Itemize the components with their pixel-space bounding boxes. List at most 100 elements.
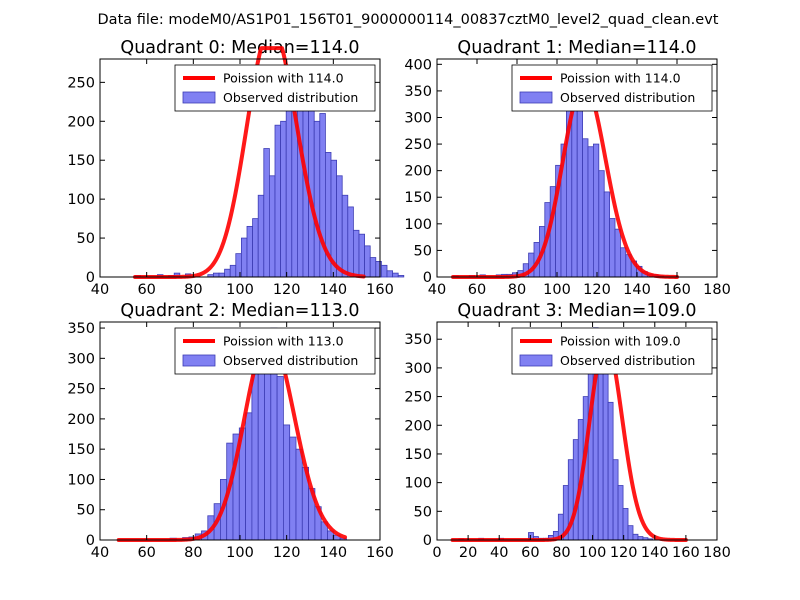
legend: Poission with 109.0 Observed distribution [511, 327, 713, 375]
x-tick-label: 160 [366, 282, 394, 298]
y-tick-label: 250 [67, 382, 95, 398]
histogram-bar [587, 146, 594, 278]
legend-bar-label: Observed distribution [560, 90, 695, 105]
histogram-bar [295, 448, 303, 541]
histogram-bar [245, 412, 253, 541]
y-tick-label: 50 [77, 503, 95, 519]
y-tick-label: 200 [404, 418, 432, 434]
legend-curve-label: Poission with 113.0 [223, 334, 344, 349]
histogram-bar [280, 120, 287, 278]
y-tick-label: 100 [67, 472, 95, 488]
histogram-bar [276, 376, 284, 541]
y-tick-label: 100 [404, 217, 432, 233]
y-tick-label: 0 [86, 270, 95, 286]
histogram-bar [397, 275, 405, 278]
x-tick-label: 40 [428, 282, 446, 298]
histogram-bar [246, 225, 253, 278]
y-tick-label: 50 [77, 231, 95, 247]
legend: Poission with 113.0 Observed distribution [174, 327, 376, 375]
y-tick-label: 150 [404, 190, 432, 206]
legend-curve-label: Poission with 109.0 [560, 334, 681, 349]
legend-curve-label: Poission with 114.0 [560, 71, 681, 86]
x-tick-label: 120 [273, 545, 301, 561]
legend-bar-swatch [519, 91, 553, 104]
y-tick-label: 300 [67, 351, 95, 367]
x-tick-label: 100 [226, 282, 254, 298]
y-tick-label: 350 [404, 84, 432, 100]
y-tick-label: 200 [67, 412, 95, 428]
x-tick-label: 40 [91, 545, 109, 561]
histogram-bar [593, 143, 600, 278]
histogram-bar [602, 370, 609, 541]
x-tick-label: 180 [703, 545, 731, 561]
y-tick-label: 100 [404, 476, 432, 492]
y-tick-label: 300 [404, 361, 432, 377]
histogram-bar [289, 436, 297, 541]
y-tick-label: 400 [404, 57, 432, 73]
histogram-bar [576, 93, 584, 278]
figure-suptitle: Data file: modeM0/AS1P01_156T01_90000001… [98, 12, 719, 28]
histogram-bar [620, 247, 627, 278]
y-tick-label: 0 [423, 533, 432, 549]
histogram-bar [375, 261, 382, 278]
panel-title: Quadrant 1: Median=114.0 [457, 38, 696, 58]
y-tick-label: 50 [414, 243, 432, 259]
x-tick-label: 80 [508, 282, 526, 298]
x-tick-label: 140 [623, 282, 651, 298]
histogram-bar [637, 536, 644, 541]
x-tick-label: 100 [226, 545, 254, 561]
x-tick-label: 80 [552, 545, 570, 561]
histogram-bar [257, 194, 265, 278]
histogram-bar [282, 424, 291, 541]
y-tick-label: 350 [67, 321, 95, 337]
x-tick-label: 120 [583, 282, 611, 298]
x-tick-label: 40 [91, 282, 109, 298]
axes-frame [436, 58, 718, 278]
x-tick-label: 20 [459, 545, 477, 561]
legend-bar-label: Observed distribution [223, 90, 358, 105]
histogram-bar [369, 257, 377, 278]
x-tick-label: 120 [273, 282, 301, 298]
histogram-bar [252, 218, 259, 278]
histogram-bar [352, 229, 360, 278]
x-tick-label: 140 [319, 545, 347, 561]
x-tick-label: 160 [663, 282, 691, 298]
x-tick-label: 100 [543, 282, 571, 298]
x-tick-label: 140 [319, 282, 347, 298]
y-tick-label: 350 [404, 332, 432, 348]
legend-bar-swatch [182, 354, 216, 367]
y-tick-label: 250 [404, 137, 432, 153]
legend-bar-label: Observed distribution [223, 353, 358, 368]
histogram-bar [212, 272, 220, 278]
histogram-bar [380, 264, 388, 278]
histogram-bar [612, 459, 619, 541]
y-tick-label: 100 [67, 192, 95, 208]
histogram-bar [386, 270, 393, 278]
histogram-bar [264, 357, 272, 541]
histogram-bar [224, 268, 231, 278]
x-tick-label: 60 [137, 282, 155, 298]
y-tick-label: 0 [86, 533, 95, 549]
histogram-bar [240, 237, 248, 278]
panel-title: Quadrant 0: Median=114.0 [120, 38, 359, 58]
histogram-bar [609, 218, 616, 278]
x-tick-label: 80 [184, 545, 202, 561]
panel-quadrant-1: Quadrant 1: Median=114.0 40 60 80 100 120 140 1… [404, 38, 731, 298]
histogram-bar [285, 97, 293, 278]
histogram-bar [263, 148, 270, 278]
x-tick-label: 60 [521, 545, 539, 561]
x-tick-label: 120 [610, 545, 638, 561]
panel-quadrant-3: Quadrant 3: Median=109.00 20 40 60 80 100 120 1… [404, 301, 731, 561]
histogram-bar [313, 120, 321, 278]
x-tick-label: 180 [703, 282, 731, 298]
y-tick-label: 50 [414, 504, 432, 520]
y-tick-label: 250 [67, 75, 95, 91]
histogram-bar [607, 401, 614, 541]
histogram-bar [603, 191, 611, 278]
histogram-bar [582, 138, 589, 278]
legend-curve-label: Poission with 114.0 [223, 71, 344, 86]
histogram-bar [627, 525, 634, 541]
x-tick-label: 0 [432, 545, 441, 561]
panel-quadrant-2: Quadrant 2: Median=113.0 40 60 80 100 120 140 1… [67, 301, 394, 561]
axes-frame [436, 321, 718, 541]
